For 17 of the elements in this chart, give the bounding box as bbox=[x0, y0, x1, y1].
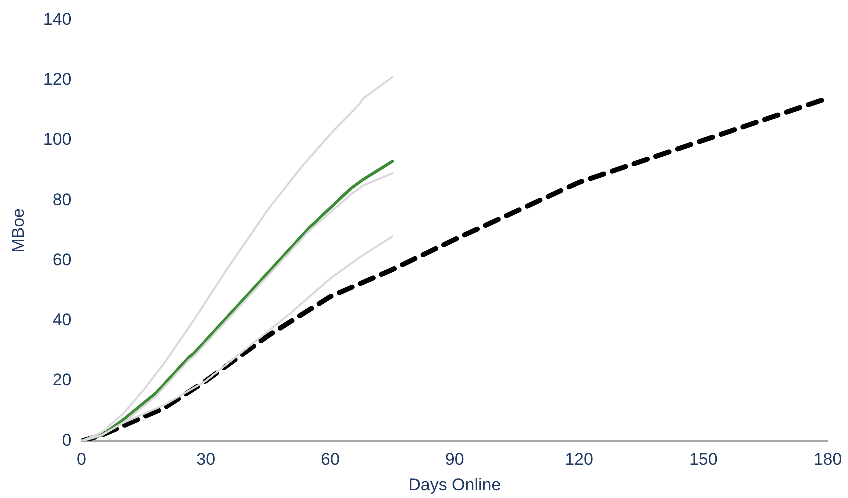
x-tick-label: 150 bbox=[689, 450, 718, 470]
y-tick-label: 100 bbox=[43, 130, 72, 150]
y-axis-title: MBoe bbox=[8, 208, 28, 253]
x-tick-label: 30 bbox=[196, 450, 216, 470]
y-tick-label: 20 bbox=[52, 370, 72, 390]
x-tick-label: 120 bbox=[565, 450, 594, 470]
x-tick-label: 0 bbox=[77, 450, 86, 470]
x-tick-label: 60 bbox=[321, 450, 340, 470]
y-tick-label: 60 bbox=[52, 250, 72, 270]
y-tick-label: 0 bbox=[62, 430, 72, 450]
x-axis-title: Days Online bbox=[408, 475, 502, 494]
x-tick-label: 90 bbox=[445, 450, 464, 470]
y-tick-label: 40 bbox=[52, 310, 72, 330]
y-tick-label: 80 bbox=[52, 190, 72, 210]
y-tick-label: 120 bbox=[43, 70, 72, 90]
x-tick-label: 180 bbox=[814, 450, 842, 470]
y-tick-label: 140 bbox=[43, 10, 72, 29]
